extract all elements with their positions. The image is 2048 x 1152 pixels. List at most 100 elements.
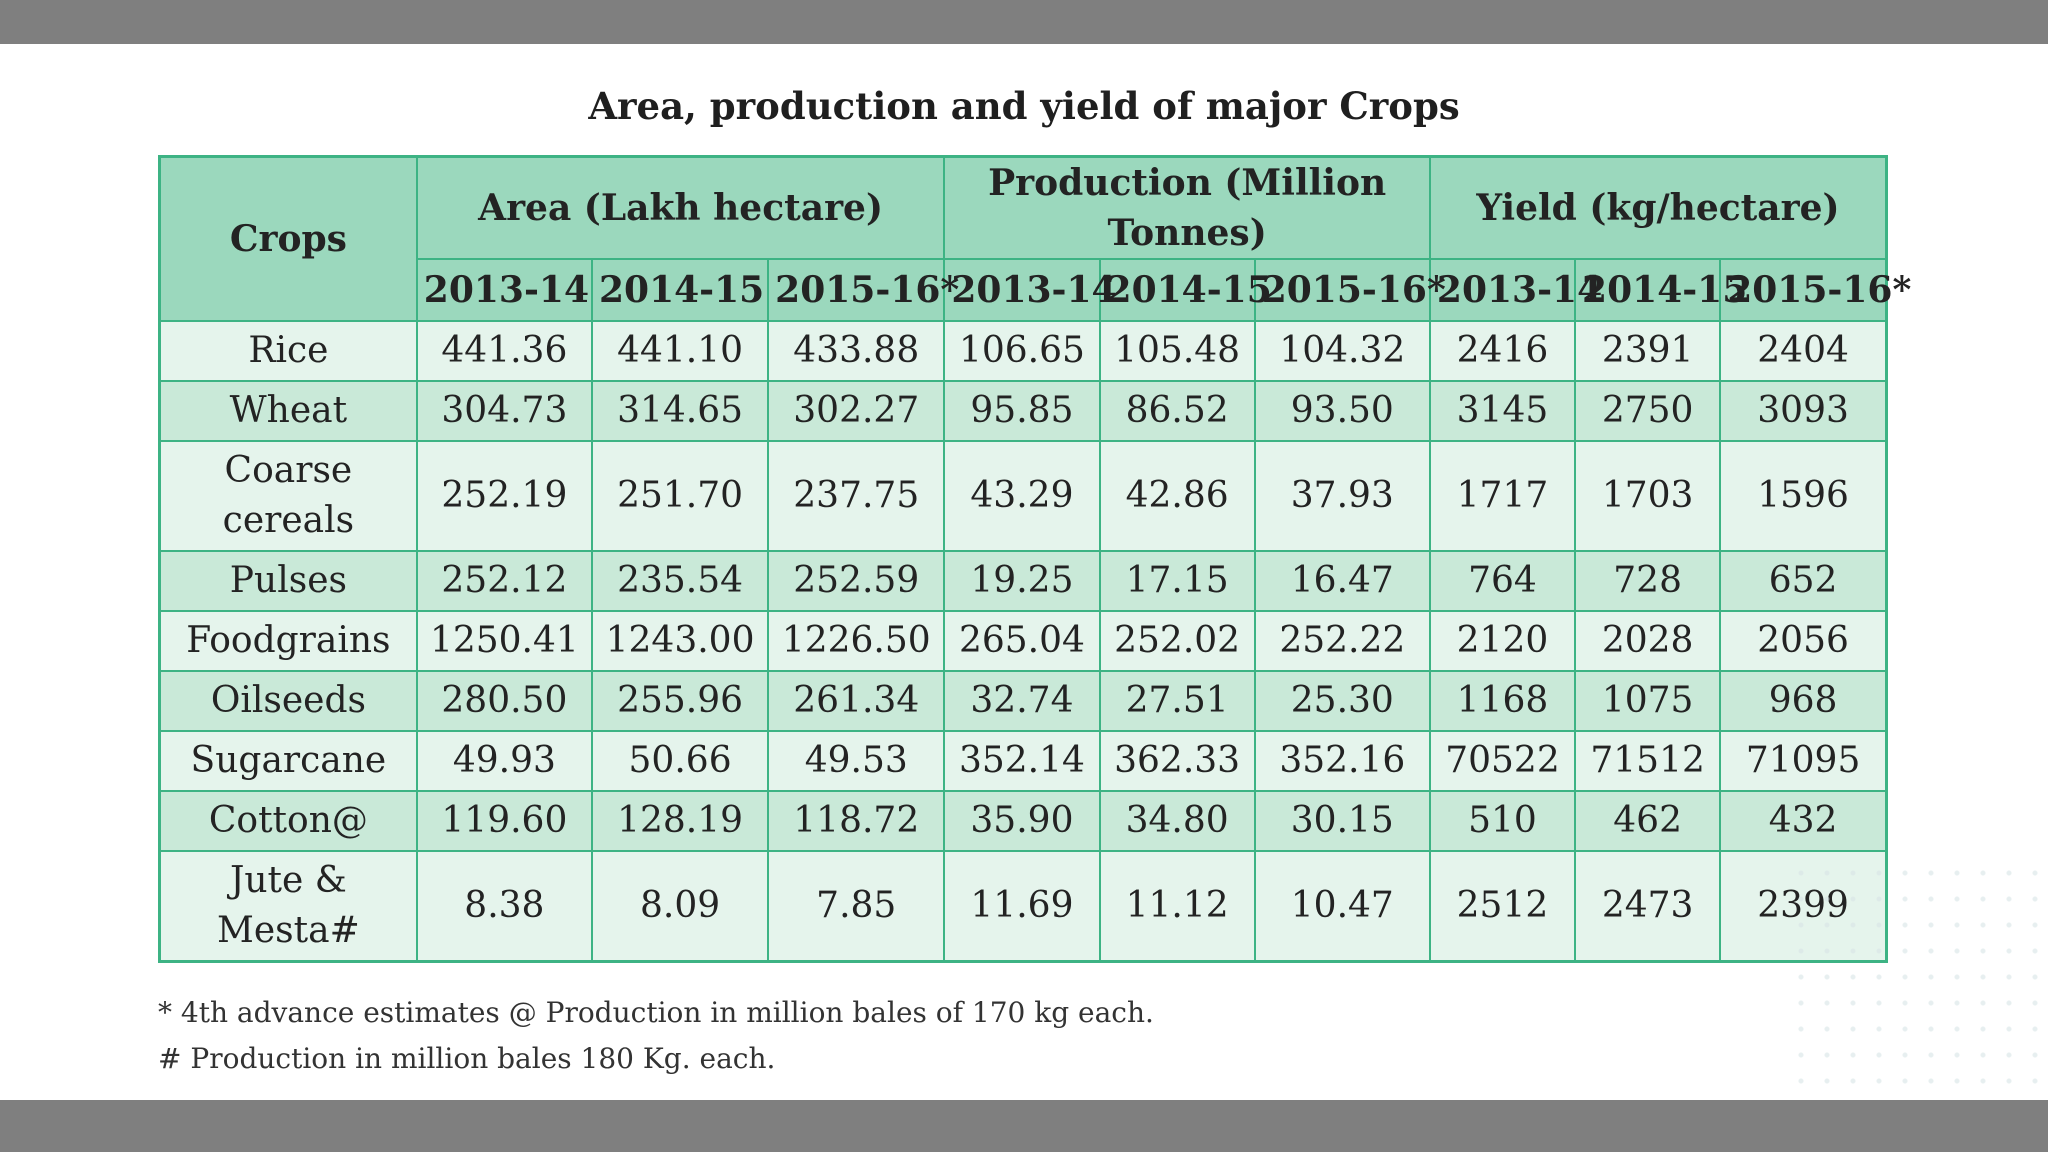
- yield-value-cell: 2120: [1428, 610, 1577, 672]
- production-value-cell: 11.12: [1098, 850, 1256, 963]
- area-value-cell: 7.85: [767, 850, 946, 963]
- production-value-cell: 35.90: [943, 790, 1101, 852]
- crops-column-header: Crops: [158, 155, 418, 322]
- yield-value-cell: 3145: [1428, 380, 1577, 442]
- area-value-cell: 49.93: [415, 730, 593, 792]
- area-value-cell: 252.19: [415, 440, 593, 552]
- area-value-cell: 302.27: [767, 380, 946, 442]
- area-value-cell: 441.10: [590, 320, 770, 382]
- yield-value-cell: 652: [1719, 550, 1888, 612]
- yield-year-header: 2014-15: [1574, 258, 1747, 322]
- production-year-header: 2014-15: [1098, 258, 1272, 322]
- table-row: Coarse cereals 252.19 251.70 237.75 43.29 42.…: [158, 440, 1888, 552]
- yield-value-cell: 71512: [1574, 730, 1722, 792]
- production-value-cell: 30.15: [1253, 790, 1431, 852]
- area-value-cell: 118.72: [767, 790, 946, 852]
- area-value-cell: 1250.41: [415, 610, 593, 672]
- area-year-header: 2013-14: [415, 258, 593, 322]
- yield-value-cell: 1717: [1428, 440, 1577, 552]
- yield-value-cell: 2512: [1428, 850, 1577, 963]
- table-row: Oilseeds 280.50 255.96 261.34 32.74 27.51 25.3…: [158, 670, 1888, 732]
- production-value-cell: 17.15: [1098, 550, 1256, 612]
- production-value-cell: 27.51: [1098, 670, 1256, 732]
- crop-name-cell: Coarse cereals: [158, 440, 418, 552]
- area-value-cell: 8.38: [415, 850, 593, 963]
- crop-name-cell: Wheat: [158, 380, 418, 442]
- crop-name-cell: Cotton@: [158, 790, 418, 852]
- yield-group-header: Yield (kg/hectare): [1428, 155, 1888, 260]
- yield-value-cell: 462: [1574, 790, 1722, 852]
- production-value-cell: 10.47: [1253, 850, 1431, 963]
- area-year-header: 2015-16*: [767, 258, 959, 322]
- yield-value-cell: 71095: [1719, 730, 1888, 792]
- crops-table: Crops Area (Lakh hectare) Production (Mi…: [158, 155, 1911, 963]
- yield-year-header: 2013-14: [1428, 258, 1602, 322]
- yield-value-cell: 1168: [1428, 670, 1577, 732]
- area-value-cell: 1226.50: [767, 610, 946, 672]
- yield-value-cell: 764: [1428, 550, 1577, 612]
- area-value-cell: 261.34: [767, 670, 946, 732]
- footnote-estimates: * 4th advance estimates @ Production in …: [158, 996, 1154, 1029]
- top-frame-bar: [0, 0, 2048, 44]
- crop-name-cell: Rice: [158, 320, 418, 382]
- yield-value-cell: 70522: [1428, 730, 1577, 792]
- production-value-cell: 43.29: [943, 440, 1101, 552]
- table-row: Sugarcane 49.93 50.66 49.53 352.14 362.33 352.…: [158, 730, 1888, 792]
- area-year-header: 2014-15: [590, 258, 770, 322]
- area-value-cell: 255.96: [590, 670, 770, 732]
- production-year-header: 2013-14: [943, 258, 1117, 322]
- area-group-header: Area (Lakh hectare): [415, 155, 946, 260]
- yield-value-cell: 2416: [1428, 320, 1577, 382]
- crop-name-cell: Pulses: [158, 550, 418, 612]
- yield-value-cell: 968: [1719, 670, 1888, 732]
- yield-value-cell: 2473: [1574, 850, 1722, 963]
- production-value-cell: 95.85: [943, 380, 1101, 442]
- production-value-cell: 11.69: [943, 850, 1101, 963]
- table-row: Wheat 304.73 314.65 302.27 95.85 86.52 93.50 31…: [158, 380, 1888, 442]
- area-value-cell: 252.12: [415, 550, 593, 612]
- yield-value-cell: 1075: [1574, 670, 1722, 732]
- area-value-cell: 251.70: [590, 440, 770, 552]
- production-value-cell: 34.80: [1098, 790, 1256, 852]
- production-value-cell: 252.02: [1098, 610, 1256, 672]
- footnotes: * 4th advance estimates @ Production in …: [158, 990, 1958, 1082]
- bottom-frame-bar: [0, 1100, 2048, 1152]
- area-value-cell: 252.59: [767, 550, 946, 612]
- area-value-cell: 50.66: [590, 730, 770, 792]
- production-value-cell: 265.04: [943, 610, 1101, 672]
- production-value-cell: 104.32: [1253, 320, 1431, 382]
- production-value-cell: 32.74: [943, 670, 1101, 732]
- area-value-cell: 119.60: [415, 790, 593, 852]
- yield-value-cell: 2056: [1719, 610, 1888, 672]
- area-value-cell: 8.09: [590, 850, 770, 963]
- production-value-cell: 352.14: [943, 730, 1101, 792]
- yield-value-cell: 728: [1574, 550, 1722, 612]
- production-value-cell: 19.25: [943, 550, 1101, 612]
- production-value-cell: 37.93: [1253, 440, 1431, 552]
- table-title: Area, production and yield of major Crop…: [588, 84, 1460, 128]
- production-value-cell: 86.52: [1098, 380, 1256, 442]
- yield-value-cell: 3093: [1719, 380, 1888, 442]
- area-value-cell: 433.88: [767, 320, 946, 382]
- table-body: Rice 441.36 441.10 433.88 106.65 105.48 104.32…: [158, 320, 1888, 963]
- crop-name-cell: Sugarcane: [158, 730, 418, 792]
- production-value-cell: 42.86: [1098, 440, 1256, 552]
- crop-name-cell: Jute & Mesta#: [158, 850, 418, 963]
- production-group-header: Production (Million Tonnes): [943, 155, 1431, 260]
- table-row: Pulses 252.12 235.54 252.59 19.25 17.15 16.47 7…: [158, 550, 1888, 612]
- production-value-cell: 106.65: [943, 320, 1101, 382]
- production-value-cell: 16.47: [1253, 550, 1431, 612]
- dotted-watermark: [1788, 860, 2048, 1100]
- area-value-cell: 237.75: [767, 440, 946, 552]
- area-value-cell: 1243.00: [590, 610, 770, 672]
- area-value-cell: 128.19: [590, 790, 770, 852]
- yield-value-cell: 1703: [1574, 440, 1722, 552]
- production-value-cell: 25.30: [1253, 670, 1431, 732]
- table-row: Cotton@ 119.60 128.19 118.72 35.90 34.80 30.15…: [158, 790, 1888, 852]
- table-row: Rice 441.36 441.10 433.88 106.65 105.48 104.32…: [158, 320, 1888, 382]
- production-value-cell: 105.48: [1098, 320, 1256, 382]
- production-value-cell: 352.16: [1253, 730, 1431, 792]
- yield-value-cell: 1596: [1719, 440, 1888, 552]
- yield-value-cell: 2028: [1574, 610, 1722, 672]
- yield-value-cell: 432: [1719, 790, 1888, 852]
